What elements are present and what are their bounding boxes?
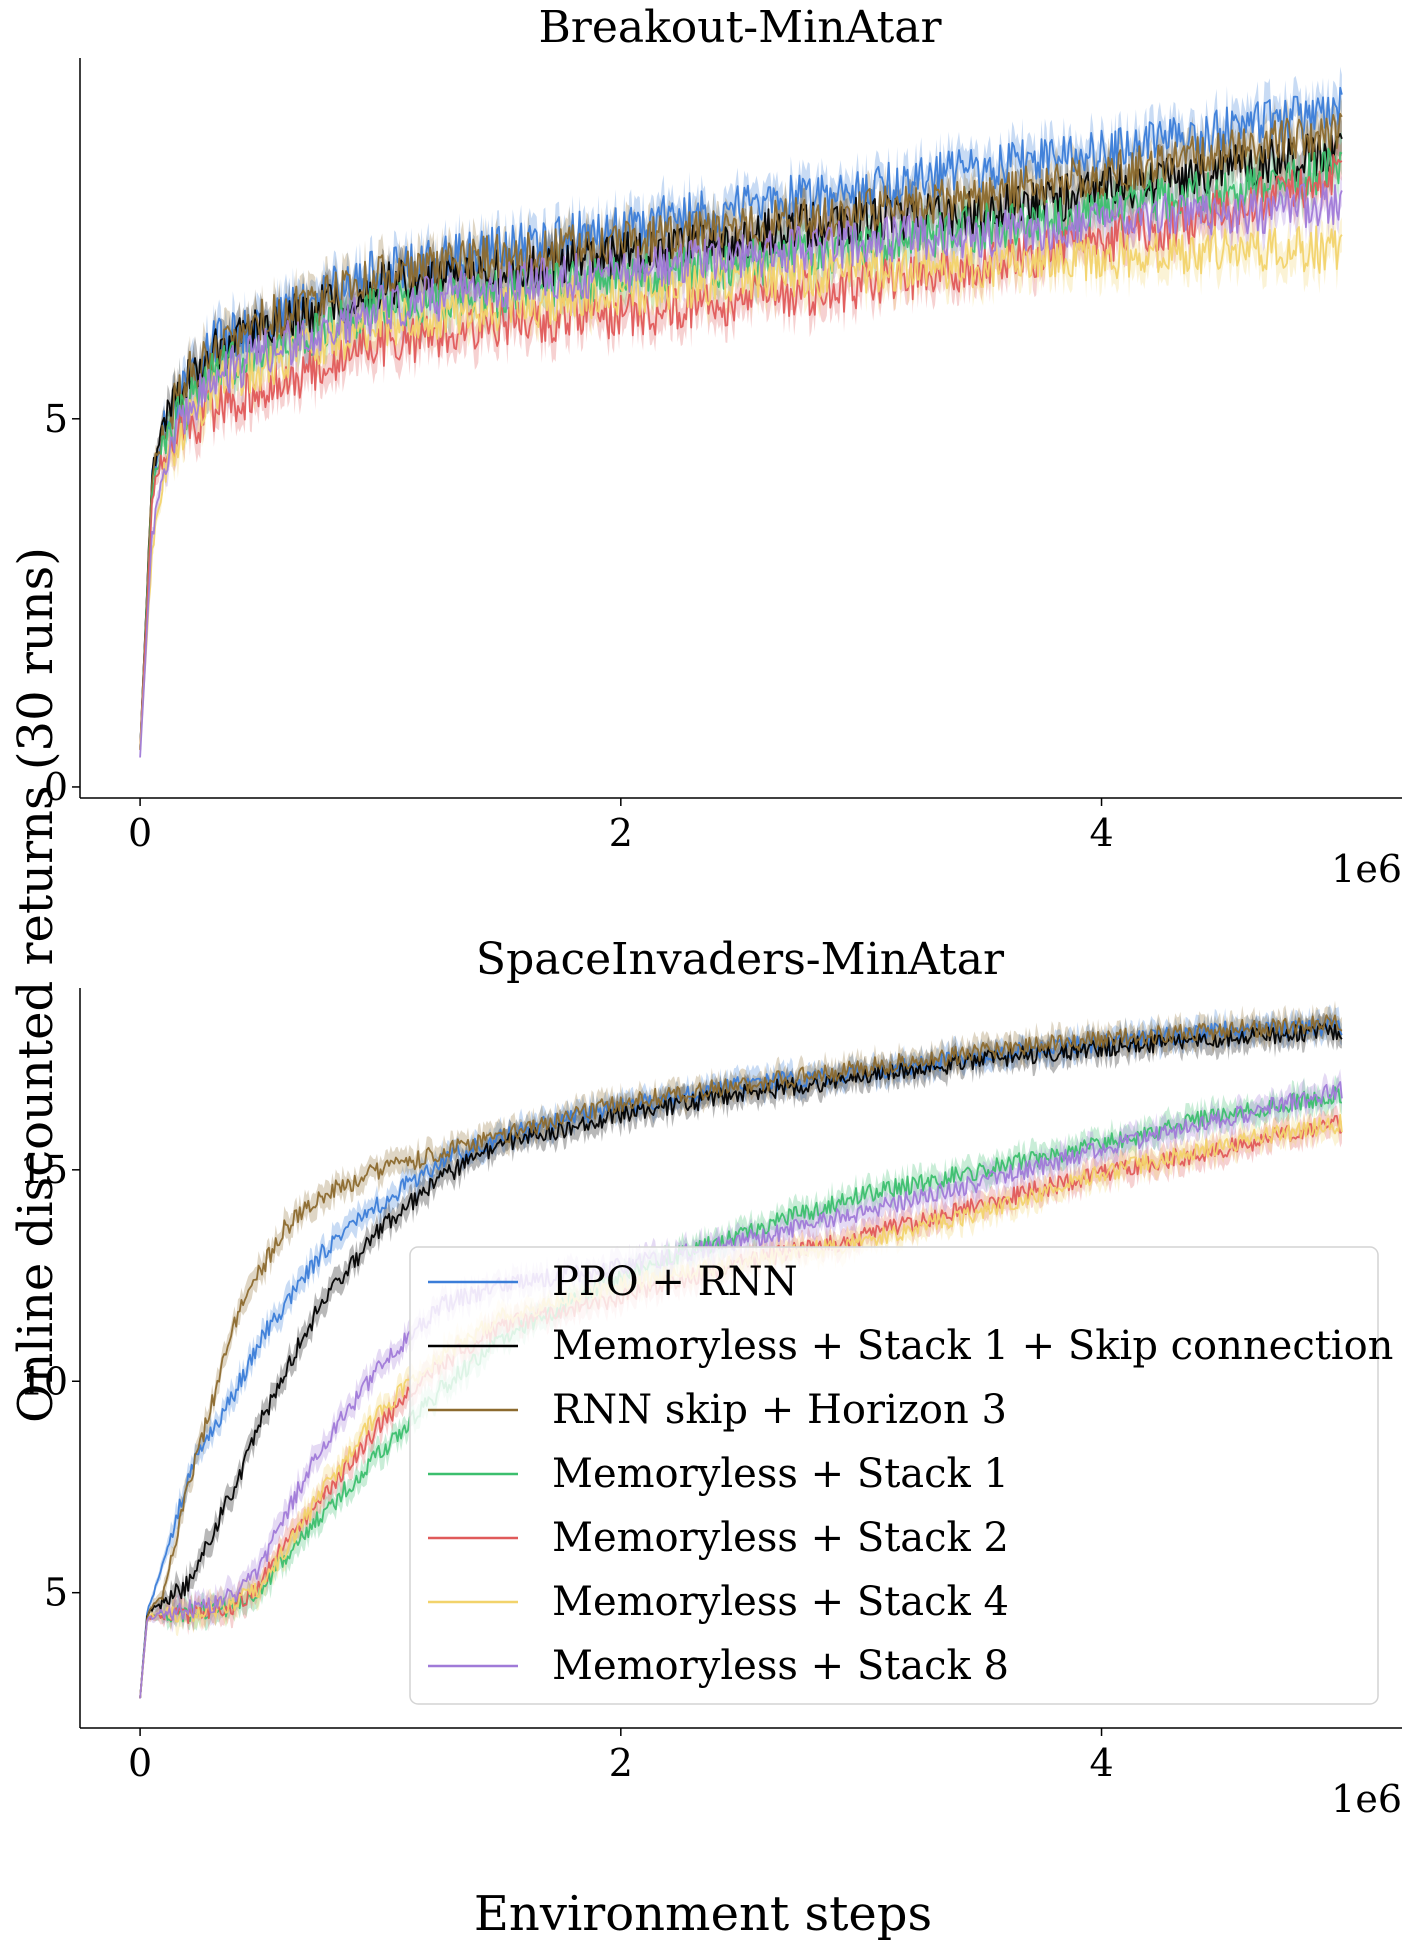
y-tick-label: 5 — [44, 397, 68, 441]
legend-item: Memoryless + Stack 2 — [428, 1515, 1009, 1561]
series-line — [139, 1014, 1343, 1699]
legend-label: PPO + RNN — [552, 1259, 798, 1305]
series-line — [139, 183, 1343, 758]
legend-label: Memoryless + Stack 1 + Skip connection — [552, 1323, 1393, 1369]
legend-label: Memoryless + Stack 8 — [552, 1643, 1009, 1689]
series-band — [140, 1100, 1342, 1699]
legend-label: Memoryless + Stack 4 — [552, 1579, 1009, 1625]
legend-item: Memoryless + Stack 8 — [428, 1643, 1009, 1689]
legend-item: Memoryless + Stack 1 — [428, 1451, 1009, 1497]
x-tick-label: 4 — [1089, 1741, 1113, 1785]
y-tick-label: 5 — [44, 1571, 68, 1615]
x-tick-label: 0 — [128, 811, 152, 855]
legend-label: Memoryless + Stack 1 — [552, 1451, 1009, 1497]
spaceinvaders-chart: SpaceInvaders-MinAtar 0 2 4 5 10 15 1e6 PPO +… — [20, 934, 1402, 1821]
legend-item: PPO + RNN — [428, 1259, 798, 1305]
series-band — [140, 66, 1342, 751]
axis-ticks: 0 2 4 5 10 15 — [20, 1148, 1114, 1785]
legend-item: RNN skip + Horizon 3 — [428, 1387, 1007, 1433]
shared-y-label: Online discounted returns (30 runs) — [8, 547, 64, 1423]
legend-item: Memoryless + Stack 4 — [428, 1579, 1009, 1625]
x-offset-label: 1e6 — [1331, 847, 1402, 891]
y-tick-label: 0 — [44, 765, 68, 809]
shared-x-label: Environment steps — [474, 1886, 932, 1942]
x-offset-label: 1e6 — [1331, 1777, 1402, 1821]
series-lines — [139, 86, 1343, 758]
legend-label: RNN skip + Horizon 3 — [552, 1387, 1007, 1433]
series-band — [140, 1068, 1342, 1699]
series-bands — [140, 66, 1342, 758]
breakout-chart: Breakout-MinAtar 0 2 4 0 5 1e6 — [44, 2, 1402, 891]
x-tick-label: 2 — [609, 1741, 633, 1785]
legend-item: Memoryless + Stack 1 + Skip connection — [428, 1323, 1393, 1369]
series-line — [139, 1086, 1343, 1699]
axis-ticks: 0 2 4 0 5 — [44, 397, 1114, 855]
series-line — [139, 1021, 1343, 1699]
x-tick-label: 0 — [128, 1741, 152, 1785]
series-line — [139, 1081, 1343, 1699]
chart-title: SpaceInvaders-MinAtar — [476, 934, 1005, 985]
chart-title: Breakout-MinAtar — [538, 2, 942, 53]
series-band — [140, 94, 1342, 751]
y-tick-label: 15 — [20, 1148, 68, 1192]
legend-label: Memoryless + Stack 2 — [552, 1515, 1009, 1561]
series-bands — [140, 1000, 1342, 1699]
legend-box — [409, 1246, 1379, 1705]
series-line — [139, 1017, 1343, 1699]
x-tick-label: 2 — [609, 811, 633, 855]
y-tick-label: 10 — [20, 1359, 68, 1403]
series-band — [140, 1010, 1342, 1699]
x-tick-label: 4 — [1089, 811, 1113, 855]
legend-items: PPO + RNN Memoryless + Stack 1 + Skip con… — [428, 1259, 1393, 1689]
series-band — [140, 1105, 1342, 1699]
legend: PPO + RNN Memoryless + Stack 1 + Skip con… — [409, 1246, 1393, 1705]
